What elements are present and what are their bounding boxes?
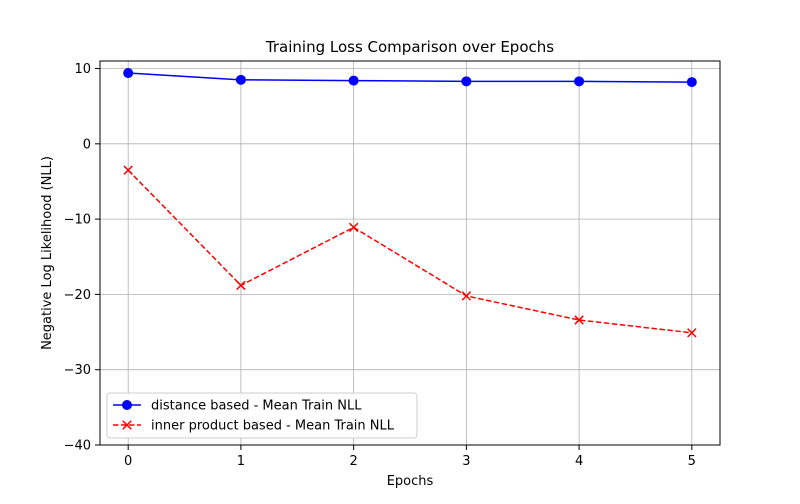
series-1 [123,68,697,88]
legend-entries: distance based - Mean Train NLL inner pro… [113,399,395,434]
series-1-point [574,76,585,87]
series-layer [123,68,697,338]
y-tick-label: −20 [64,288,91,303]
legend-label: inner product based - Mean Train NLL [151,419,395,434]
y-tick-label: −40 [64,439,91,454]
series-2-point [574,315,584,325]
chart-title: Training Loss Comparison over Epochs [265,38,554,56]
legend-entry: inner product based - Mean Train NLL [113,419,395,434]
x-tick-label: 2 [349,454,357,469]
series-2-point [348,222,359,233]
series-1-point [461,76,472,87]
legend-swatch-marker [122,420,132,430]
series-1-line [128,72,692,83]
y-tick-label: 10 [74,62,91,77]
y-tick-label: −30 [64,363,91,378]
y-axis-ticks: 10 0 −10 −20 −30 −40 [64,62,100,454]
series-2-point [687,328,697,338]
x-tick-label: 3 [462,454,470,469]
series-2-point [236,280,246,291]
series-1-point [686,77,697,88]
series-2-line [127,169,692,334]
legend-swatch-marker [122,400,132,410]
series-1-point [348,75,359,86]
grid [100,61,720,446]
y-tick-label: −10 [64,213,91,228]
series-2-point [123,165,133,175]
legend-label: distance based - Mean Train NLL [151,399,362,414]
series-2-point [461,291,472,301]
series-1-point [123,68,134,79]
x-axis-label: Epochs [387,474,434,489]
series-1-point [235,74,246,85]
x-axis-ticks: 0 1 2 3 4 5 [124,445,696,469]
legend-box [106,392,418,439]
x-tick-label: 5 [688,454,696,469]
series-2 [123,165,697,338]
plot-area-frame [99,60,721,446]
y-axis-label: Negative Log Likelihood (NLL) [40,156,55,350]
legend-entry: distance based - Mean Train NLL [113,399,362,414]
x-tick-label: 4 [575,454,583,469]
y-tick-label: 0 [83,137,91,152]
x-tick-label: 1 [237,454,245,469]
legend: distance based - Mean Train NLL inner pro… [106,392,418,439]
x-tick-label: 0 [124,454,132,469]
